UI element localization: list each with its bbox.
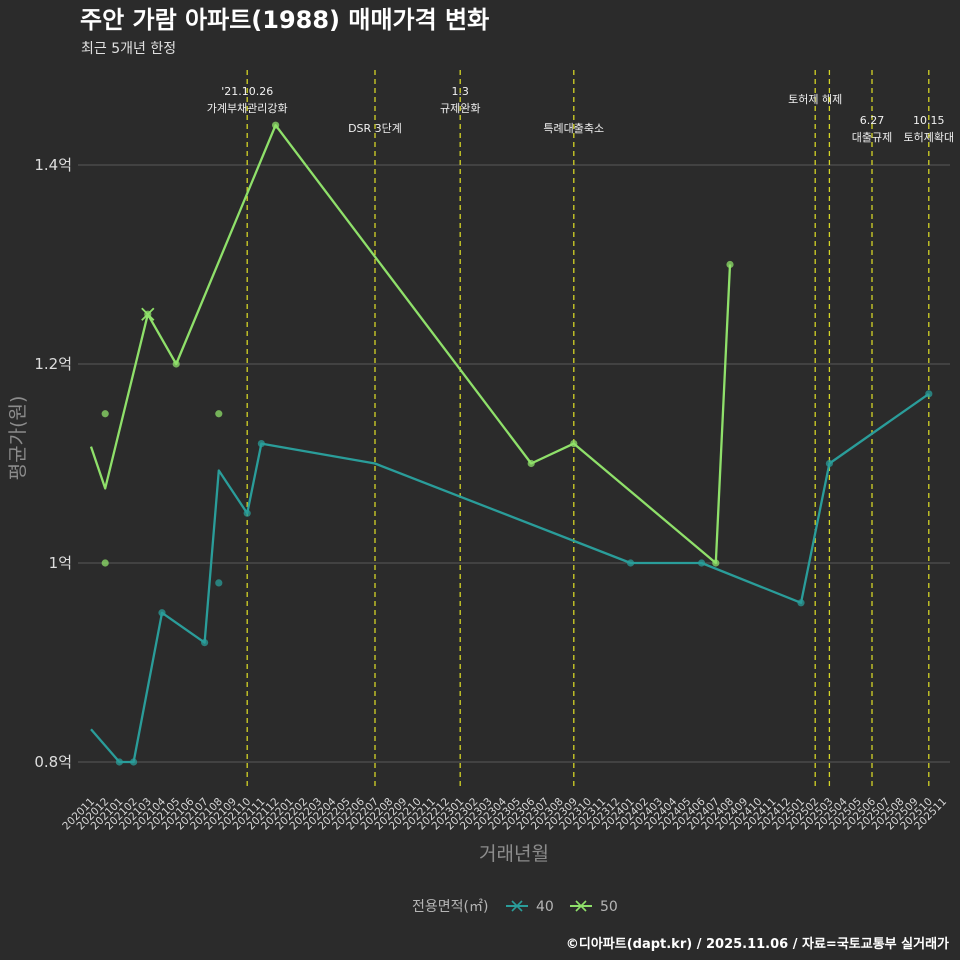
legend-cross-40 bbox=[511, 900, 523, 912]
data-point-50 bbox=[712, 559, 720, 567]
cross-marker-50 bbox=[141, 307, 155, 321]
event-label: 대출규제 bbox=[852, 131, 892, 144]
data-point-40 bbox=[698, 559, 706, 567]
event-label: 가계부채관리강화 bbox=[207, 102, 288, 115]
y-axis-title: 평균가(원) bbox=[7, 396, 29, 481]
legend-cross-50 bbox=[575, 900, 587, 912]
legend-label-50: 50 bbox=[600, 899, 618, 915]
data-point-50 bbox=[101, 410, 109, 418]
y-axis-ticks: 0.8억 1억 1.2억 1.4억 bbox=[34, 156, 72, 771]
y-tick-label: 1.4억 bbox=[34, 156, 72, 174]
series-line-50 bbox=[89, 124, 732, 565]
chart-subtitle: 최근 5개년 한정 bbox=[81, 41, 176, 57]
event-label: 6.27 bbox=[860, 114, 885, 127]
event-label: DSR 3단계 bbox=[348, 122, 402, 135]
x-axis-ticks: 2020112020122021012021022021032021042021… bbox=[60, 795, 949, 832]
y-tick-label: 1억 bbox=[49, 554, 72, 572]
legend-items: 40 50 bbox=[506, 899, 618, 915]
data-point-40 bbox=[925, 390, 933, 398]
series-line-40 bbox=[90, 392, 930, 764]
event-label: 규제완화 bbox=[440, 102, 480, 115]
chart-caption: ©디아파트(dapt.kr) / 2025.11.06 / 자료=국토교통부 실… bbox=[566, 936, 949, 952]
x-axis-title: 거래년월 bbox=[479, 843, 549, 865]
data-point-50 bbox=[726, 260, 734, 269]
data-point-50 bbox=[172, 360, 180, 368]
data-point-40 bbox=[825, 459, 834, 468]
y-tick-label: 1.2억 bbox=[34, 355, 72, 373]
point-layer bbox=[101, 121, 933, 766]
data-point-50 bbox=[215, 410, 223, 418]
grid-layer bbox=[78, 164, 950, 763]
data-point-40 bbox=[243, 509, 251, 517]
event-label: 토허제확대 bbox=[903, 131, 954, 144]
data-point-40 bbox=[257, 440, 265, 448]
data-point-40 bbox=[130, 758, 138, 766]
data-point-40 bbox=[115, 758, 123, 766]
line-layer bbox=[89, 124, 930, 764]
event-label: 10.15 bbox=[913, 114, 945, 127]
data-point-40 bbox=[797, 599, 805, 607]
data-point-40 bbox=[627, 559, 635, 567]
event-label: '21.10.26 bbox=[221, 85, 273, 98]
data-point-50 bbox=[570, 440, 578, 448]
data-point-50 bbox=[101, 559, 109, 567]
data-point-50 bbox=[272, 121, 280, 129]
legend: 전용면적(㎡) 40 50 bbox=[412, 899, 618, 915]
legend-title: 전용면적(㎡) bbox=[412, 899, 488, 915]
event-label: 특례대출축소 bbox=[543, 122, 604, 135]
y-tick-label: 0.8억 bbox=[34, 753, 72, 771]
event-label: 토허제 해제 bbox=[788, 92, 842, 106]
data-point-50 bbox=[527, 459, 535, 468]
event-label: 1.3 bbox=[451, 85, 469, 98]
data-point-40 bbox=[158, 609, 166, 617]
chart-title: 주안 가람 아파트(1988) 매매가격 변화 bbox=[80, 6, 489, 34]
legend-label-40: 40 bbox=[536, 899, 554, 915]
data-point-40 bbox=[201, 639, 209, 647]
data-point-40 bbox=[215, 579, 223, 587]
